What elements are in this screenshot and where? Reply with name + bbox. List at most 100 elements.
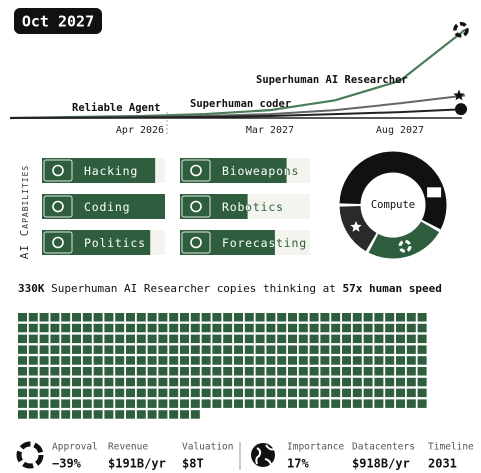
copy-square bbox=[298, 323, 308, 333]
copy-square bbox=[190, 410, 200, 419]
copy-square bbox=[50, 388, 60, 398]
copy-square bbox=[115, 410, 125, 419]
series-line bbox=[9, 108, 466, 119]
copy-square bbox=[255, 323, 265, 333]
copy-square bbox=[18, 323, 27, 333]
copy-square bbox=[82, 334, 92, 344]
copy-square bbox=[396, 323, 405, 333]
spiral-icon bbox=[398, 239, 412, 253]
copy-square bbox=[39, 345, 49, 354]
bar-label: Bioweapons bbox=[222, 164, 299, 178]
copy-square bbox=[244, 323, 254, 333]
copy-square bbox=[82, 388, 92, 398]
copy-square bbox=[363, 388, 373, 398]
copy-square bbox=[147, 410, 157, 419]
copy-square bbox=[352, 388, 362, 398]
copy-square bbox=[363, 323, 373, 333]
copy-square bbox=[93, 323, 103, 333]
copy-square bbox=[417, 345, 427, 354]
copy-square bbox=[331, 313, 341, 322]
copy-square bbox=[277, 313, 287, 322]
copy-square bbox=[158, 345, 168, 354]
copy-square bbox=[342, 323, 351, 333]
copy-square bbox=[417, 377, 427, 387]
copy-square bbox=[298, 313, 308, 322]
copy-square bbox=[320, 399, 330, 408]
copy-square bbox=[255, 356, 265, 365]
copy-square bbox=[136, 356, 146, 365]
copy-square bbox=[61, 377, 71, 387]
copy-square bbox=[93, 377, 103, 387]
copy-square bbox=[298, 345, 308, 354]
copy-square bbox=[255, 334, 265, 344]
copy-square bbox=[417, 323, 427, 333]
copy-square bbox=[82, 399, 92, 408]
copy-square bbox=[331, 377, 341, 387]
copy-square bbox=[18, 399, 27, 408]
copy-square bbox=[266, 388, 276, 398]
copy-square bbox=[115, 377, 125, 387]
copy-square bbox=[190, 367, 200, 376]
copy-square bbox=[180, 377, 189, 387]
copy-square bbox=[50, 410, 60, 419]
stat-value: −39% bbox=[52, 457, 82, 471]
copy-square bbox=[72, 388, 81, 398]
copy-square bbox=[72, 367, 81, 376]
copy-square bbox=[136, 410, 146, 419]
bar-label: Forecasting bbox=[222, 236, 307, 250]
copy-square bbox=[352, 356, 362, 365]
copy-square bbox=[28, 313, 38, 322]
copy-square bbox=[136, 367, 146, 376]
copy-square bbox=[126, 399, 135, 408]
copy-square bbox=[201, 388, 211, 398]
stat-label: Timeline bbox=[428, 442, 474, 453]
copy-square bbox=[190, 399, 200, 408]
copy-square bbox=[39, 356, 49, 365]
copy-square bbox=[331, 356, 341, 365]
copy-square bbox=[136, 334, 146, 344]
copy-square bbox=[374, 356, 384, 365]
copy-square bbox=[309, 367, 319, 376]
copy-square bbox=[82, 410, 92, 419]
copy-square bbox=[39, 367, 49, 376]
copy-square bbox=[244, 399, 254, 408]
copy-square bbox=[385, 334, 395, 344]
copy-square bbox=[61, 399, 71, 408]
copy-square bbox=[309, 388, 319, 398]
copy-square bbox=[158, 388, 168, 398]
copy-square bbox=[331, 388, 341, 398]
copy-square bbox=[180, 323, 189, 333]
copy-square bbox=[417, 399, 427, 408]
stat-label: Datacenters bbox=[352, 442, 415, 453]
copy-square bbox=[28, 345, 38, 354]
copy-square bbox=[201, 399, 211, 408]
copy-square bbox=[72, 410, 81, 419]
copy-square bbox=[396, 356, 405, 365]
copy-square bbox=[352, 367, 362, 376]
copy-square bbox=[234, 367, 243, 376]
copy-square bbox=[277, 334, 287, 344]
copy-square bbox=[115, 388, 125, 398]
copy-square bbox=[158, 367, 168, 376]
copy-square bbox=[342, 356, 351, 365]
copy-square bbox=[385, 345, 395, 354]
copy-square bbox=[136, 377, 146, 387]
copy-square bbox=[18, 313, 27, 322]
copy-square bbox=[320, 367, 330, 376]
copy-square bbox=[82, 345, 92, 354]
star-icon bbox=[453, 89, 465, 101]
bar-icon-box bbox=[43, 231, 73, 254]
bar-icon-box bbox=[43, 159, 73, 182]
copy-square bbox=[396, 345, 405, 354]
copy-square bbox=[417, 367, 427, 376]
bar-icon-box bbox=[181, 231, 211, 254]
copy-square bbox=[212, 367, 222, 376]
copy-square bbox=[61, 334, 71, 344]
copy-square bbox=[18, 345, 27, 354]
copy-square bbox=[39, 323, 49, 333]
bar-icon bbox=[52, 236, 64, 249]
copy-square bbox=[255, 377, 265, 387]
copy-square bbox=[18, 356, 27, 365]
copy-square bbox=[298, 334, 308, 344]
